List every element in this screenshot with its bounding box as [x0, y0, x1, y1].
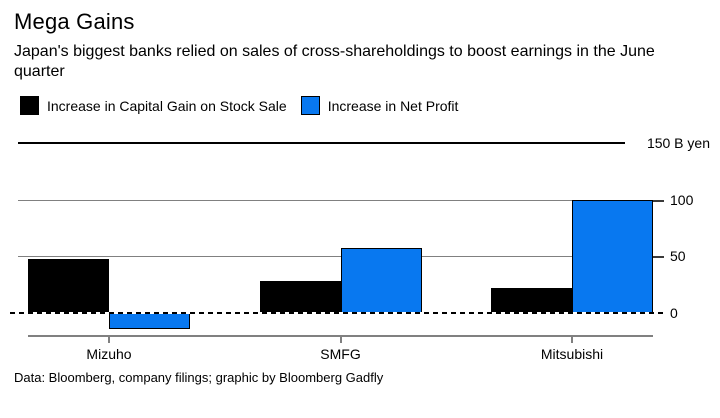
xtick-mizuho: [108, 335, 110, 343]
bar-smfg-net-profit: [340, 248, 422, 313]
x-axis-line: [28, 335, 653, 337]
chart-subtitle: Japan's biggest banks relied on sales of…: [14, 43, 655, 80]
legend-item-net-profit: Increase in Net Profit: [300, 96, 459, 115]
legend-item-capital-gain: Increase in Capital Gain on Stock Sale: [20, 96, 287, 115]
chart-title: Mega Gains: [14, 9, 135, 34]
category-label-mitsubishi: Mitsubishi: [540, 346, 604, 362]
legend-label-capital-gain: Increase in Capital Gain on Stock Sale: [47, 97, 287, 114]
gridline-150: [18, 142, 625, 144]
bar-mizuho-net-profit: [109, 313, 190, 329]
bar-smfg-capital-gain: [259, 281, 341, 313]
axis-unit-label: 150 B yen: [646, 135, 710, 151]
xtick-mitsubishi: [571, 335, 573, 343]
ytick-label-0: 0: [670, 305, 678, 321]
zero-line: [10, 312, 664, 314]
bar-mitsubishi-capital-gain: [491, 288, 572, 313]
legend-swatch-black-icon: [20, 96, 39, 115]
ytick-100: [653, 199, 664, 202]
legend: Increase in Capital Gain on Stock Sale I…: [20, 96, 458, 115]
gridline-50: [18, 256, 653, 258]
bar-mitsubishi-net-profit: [572, 199, 653, 313]
ytick-label-100: 100: [670, 191, 694, 208]
category-label-smfg: SMFG: [320, 346, 361, 362]
xtick-smfg: [339, 335, 342, 343]
legend-label-net-profit: Increase in Net Profit: [327, 97, 459, 114]
gridline-100: [18, 199, 653, 201]
category-label-mizuho: Mizuho: [86, 346, 132, 362]
bar-mizuho-capital-gain: [28, 258, 109, 313]
ytick-50: [653, 256, 664, 259]
ytick-label-50: 50: [670, 248, 686, 265]
source-note: Data: Bloomberg, company filings; graphi…: [14, 370, 384, 385]
legend-swatch-blue-icon: [300, 96, 320, 115]
